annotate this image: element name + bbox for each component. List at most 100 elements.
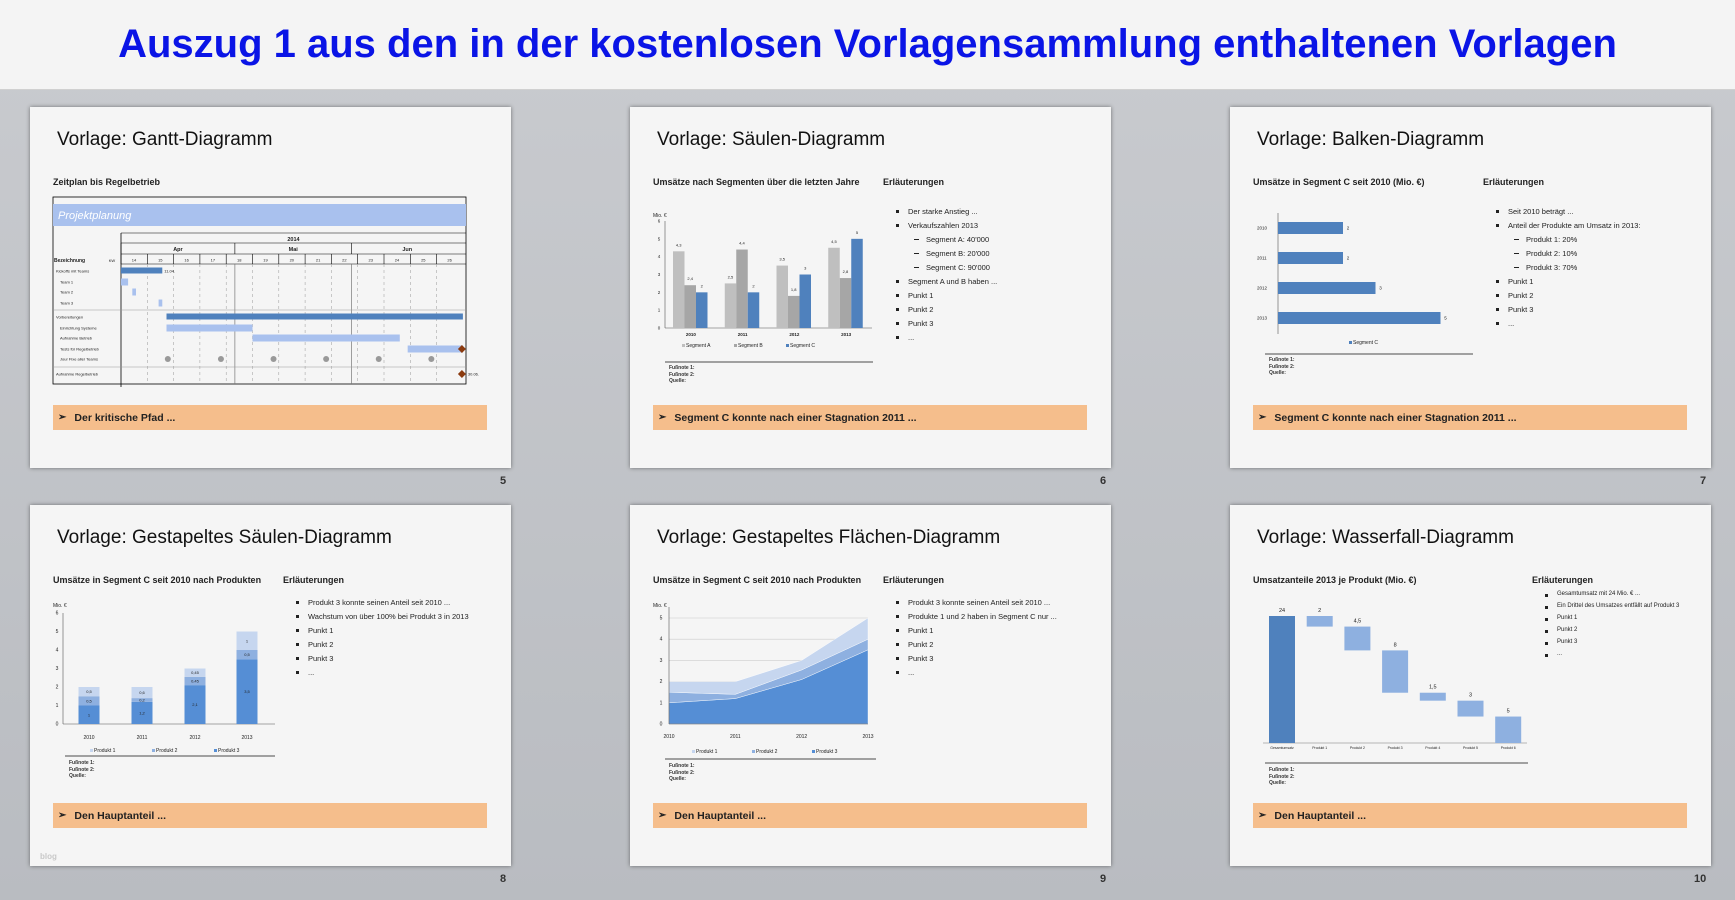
gantt-meeting-dot — [375, 356, 382, 362]
bar-segment — [131, 698, 153, 702]
gantt-month: Mai — [289, 247, 299, 253]
page-number: 9 — [1100, 873, 1107, 885]
data-label: 2 — [701, 283, 704, 288]
gantt-bar — [121, 267, 163, 274]
data-label: 0,2 — [139, 697, 145, 702]
footnote: Fußnote 2: — [669, 371, 695, 378]
callout-text: Den Hauptanteil ... — [674, 809, 766, 822]
bullet-item: Punkt 1 — [1496, 277, 1641, 291]
slide-5[interactable]: Vorlage: Gantt-Diagramm Zeitplan bis Rege… — [30, 107, 511, 468]
y-tick-label: 5 — [660, 616, 663, 622]
data-label: 3,5 — [779, 257, 785, 262]
bullet-item: Produkt 3 konnte seinen Anteil seit 2010… — [896, 598, 1057, 612]
data-label: 3,5 — [244, 689, 250, 694]
milestone-diamond-icon — [457, 370, 466, 378]
gantt-week: 15 — [158, 258, 163, 263]
bar-segment — [184, 668, 206, 677]
gantt-week: 22 — [342, 258, 347, 263]
bullet-list: Der starke Anstieg ... Verkaufszahlen 201… — [896, 207, 997, 347]
y-tick-label: 5 — [658, 236, 661, 241]
arrow-bullet-icon: ➢ — [1258, 412, 1267, 423]
bullet-item: Der starke Anstieg ... — [896, 207, 997, 221]
slide-9[interactable]: Vorlage: Gestapeltes Flächen-Diagramm Ums… — [630, 505, 1111, 866]
gantt-week: 20 — [290, 258, 295, 263]
gantt-banner-text: Projektplanung — [58, 210, 132, 222]
legend-label: Segment C — [1353, 340, 1378, 346]
y-tick-label: 5 — [56, 629, 59, 635]
legend-swatch — [692, 750, 695, 753]
legend-swatch — [734, 344, 737, 347]
slide-8[interactable]: Vorlage: Gestapeltes Säulen-Diagramm Umsä… — [30, 505, 511, 866]
slide-title: Vorlage: Balken-Diagramm — [1257, 129, 1485, 150]
callout-text: Segment C konnte nach einer Stagnation 2… — [1274, 411, 1517, 424]
gantt-bar — [166, 324, 253, 332]
bar — [1278, 282, 1376, 294]
gantt-week: 14 — [132, 258, 137, 263]
chart-svg: Mio. € 0 1 2 3 4 5 6 2010 1 0,5 0,5 2011 1,2 0,2 0,6 201… — [53, 603, 275, 757]
data-label: 5 — [856, 230, 859, 235]
footnote: Quelle: — [669, 378, 686, 384]
x-tick-label: Produkt 5 — [1463, 746, 1478, 750]
data-label: 24 — [1279, 608, 1285, 614]
bullet-item: Punkt 2 — [896, 640, 1057, 654]
bullet-item: Gesamtumsatz mit 24 Mio. € ... — [1545, 591, 1679, 603]
bullet-item: Segment C: 90'000 — [896, 263, 997, 277]
slide-10[interactable]: Vorlage: Wasserfall-Diagramm Umsatzanteil… — [1230, 505, 1711, 866]
bar — [828, 247, 840, 328]
bar — [839, 278, 852, 328]
callout-box: ➢ Den Hauptanteil ... — [1253, 803, 1687, 828]
y-tick-label: 4 — [658, 254, 661, 259]
gantt-kw-label: KW — [109, 258, 116, 263]
callout-text: Der kritische Pfad ... — [74, 411, 176, 424]
notes-heading: Erläuterungen — [883, 177, 945, 187]
callout-text: Segment C konnte nach einer Stagnation 2… — [674, 411, 917, 424]
bullet-item: Punkt 3 — [296, 654, 469, 668]
area-produkt-1 — [668, 617, 869, 695]
bar — [747, 292, 760, 328]
page-number: 8 — [500, 873, 507, 885]
x-tick-label: 2012 — [796, 734, 807, 740]
gantt-task-label: Team 1 — [60, 280, 74, 285]
legend-swatch — [812, 750, 815, 753]
bar — [851, 238, 863, 328]
footnotes: Fußnote 1: Fußnote 2: Quelle: — [669, 763, 695, 783]
slide-6[interactable]: Vorlage: Säulen-Diagramm Umsätze nach Seg… — [630, 107, 1111, 468]
bullet-item: Produkt 3: 70% — [1496, 263, 1641, 277]
waterfall-bar — [1457, 700, 1484, 717]
bullet-item: ... — [296, 668, 469, 682]
data-label: 0,6 — [139, 690, 145, 695]
bullet-item: Anteil der Produkte am Umsatz in 2013: — [1496, 221, 1641, 235]
waterfall-bar — [1344, 626, 1371, 651]
bullet-list: Seit 2010 beträgt ... Anteil der Produkte… — [1496, 207, 1641, 333]
legend-swatch — [752, 750, 755, 753]
x-tick-label: Produkt 3 — [1388, 746, 1403, 750]
notes-heading: Erläuterungen — [283, 575, 345, 585]
data-label: 4,4 — [739, 241, 745, 246]
footnote: Fußnote 2: — [69, 766, 95, 773]
footnote: Fußnote 2: — [1269, 773, 1295, 780]
y-tick-label: 1 — [56, 703, 59, 709]
footnotes: Fußnote 1: Fußnote 2: Quelle: — [69, 760, 95, 780]
bar — [1278, 312, 1441, 324]
bullet-list: Gesamtumsatz mit 24 Mio. € ... Ein Dritte… — [1545, 591, 1679, 663]
legend-label: Produkt 2 — [756, 749, 778, 755]
footnotes: Fußnote 1: Fußnote 2: Quelle: — [1269, 357, 1295, 377]
bullet-item: ... — [1545, 651, 1679, 663]
callout-box: ➢ Den Hauptanteil ... — [53, 803, 487, 828]
chart-title: Umsätze in Segment C seit 2010 nach Prod… — [53, 575, 262, 585]
chart-title: Zeitplan bis Regelbetrieb — [53, 177, 161, 187]
bar-segment — [236, 631, 258, 650]
waterfall-bar — [1269, 616, 1295, 743]
bullet-item: Punkt 3 — [1545, 639, 1679, 651]
legend-label: Produkt 2 — [156, 748, 178, 754]
callout-text: Den Hauptanteil ... — [74, 809, 166, 822]
slide-7[interactable]: Vorlage: Balken-Diagramm Umsätze in Segme… — [1230, 107, 1711, 468]
data-label: 2 — [1347, 256, 1350, 261]
arrow-bullet-icon: ➢ — [658, 412, 667, 423]
slide-title: Vorlage: Säulen-Diagramm — [657, 129, 886, 150]
legend-label: Produkt 1 — [94, 748, 116, 754]
gantt-task-label: Kickoffs mit Teams — [56, 269, 89, 274]
footnote: Quelle: — [69, 773, 86, 779]
gantt-meeting-dot — [270, 356, 277, 362]
footnotes: Fußnote 1: Fußnote 2: Quelle: — [669, 365, 695, 385]
